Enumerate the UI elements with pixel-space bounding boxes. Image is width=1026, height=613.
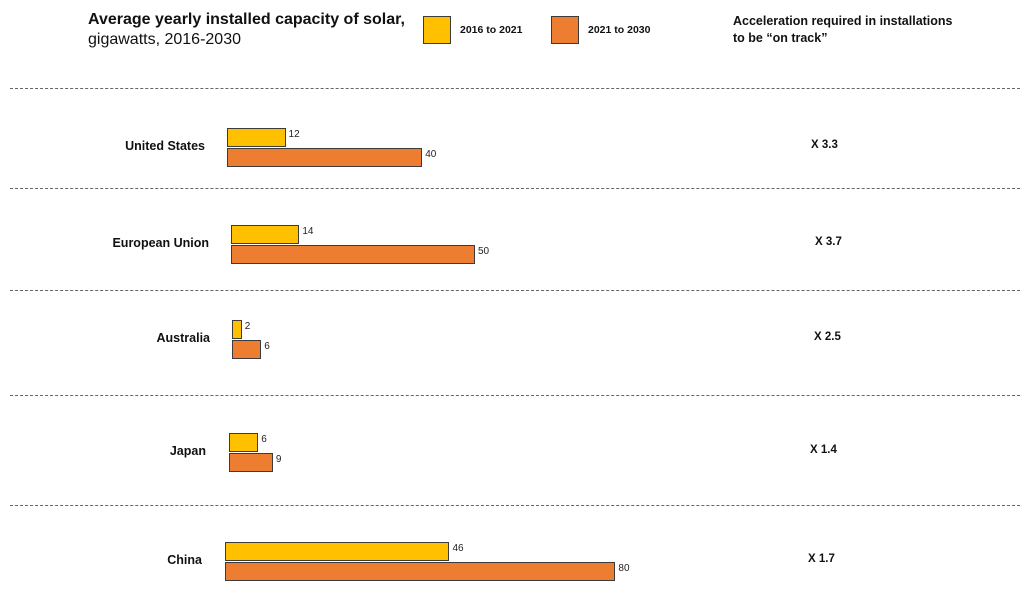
bar-series-2 bbox=[232, 340, 262, 359]
bar-value-label: 80 bbox=[618, 563, 630, 574]
row-divider bbox=[10, 505, 1020, 506]
bar-series-2 bbox=[231, 245, 475, 264]
legend-label-series-2: 2021 to 2030 bbox=[588, 24, 651, 36]
row-divider bbox=[10, 290, 1020, 291]
bar-series-2 bbox=[227, 148, 423, 167]
chart-title-bold: Average yearly installed capacity of sol… bbox=[88, 11, 405, 28]
bar-series-2 bbox=[225, 562, 616, 581]
category-label: Japan bbox=[169, 444, 206, 458]
row-divider bbox=[10, 88, 1020, 89]
category-label: United States bbox=[125, 139, 205, 153]
chart-title: Average yearly installed capacity of sol… bbox=[88, 10, 408, 50]
bar-value-label: 12 bbox=[288, 129, 300, 140]
bar-series-2 bbox=[229, 453, 273, 472]
legend-swatch-series-1 bbox=[423, 16, 451, 44]
category-label: Australia bbox=[156, 331, 211, 345]
acceleration-value: X 2.5 bbox=[814, 331, 841, 343]
row-divider bbox=[10, 188, 1020, 189]
bar-value-label: 2 bbox=[244, 321, 251, 332]
bar-series-1 bbox=[227, 128, 286, 147]
category-label: China bbox=[167, 553, 202, 567]
category-label: European Union bbox=[112, 236, 209, 250]
legend-item-series-1: 2016 to 2021 bbox=[423, 15, 522, 45]
acceleration-value: X 1.7 bbox=[808, 553, 835, 565]
legend-label-series-1: 2016 to 2021 bbox=[460, 24, 523, 36]
bar-value-label: 50 bbox=[478, 246, 490, 257]
bar-value-label: 6 bbox=[264, 341, 270, 352]
bar-value-label: 6 bbox=[261, 434, 267, 445]
legend-swatch-series-2 bbox=[551, 16, 579, 44]
acceleration-header: Acceleration required in installations t… bbox=[733, 14, 953, 45]
row-divider bbox=[10, 395, 1020, 396]
bar-series-1 bbox=[232, 320, 242, 339]
bar-series-1 bbox=[225, 542, 450, 561]
legend-item-series-2: 2021 to 2030 bbox=[551, 15, 650, 45]
bar-value-label: 46 bbox=[452, 543, 464, 554]
bar-value-label: 14 bbox=[302, 226, 314, 237]
bar-value-label: 9 bbox=[275, 454, 282, 465]
acceleration-value: X 1.4 bbox=[810, 444, 837, 456]
bar-series-1 bbox=[231, 225, 300, 244]
acceleration-value: X 3.3 bbox=[811, 139, 838, 151]
bar-value-label: 40 bbox=[425, 149, 437, 160]
bar-series-1 bbox=[229, 433, 259, 452]
chart-title-normal: gigawatts, 2016-2030 bbox=[88, 31, 241, 48]
acceleration-value: X 3.7 bbox=[815, 236, 842, 248]
